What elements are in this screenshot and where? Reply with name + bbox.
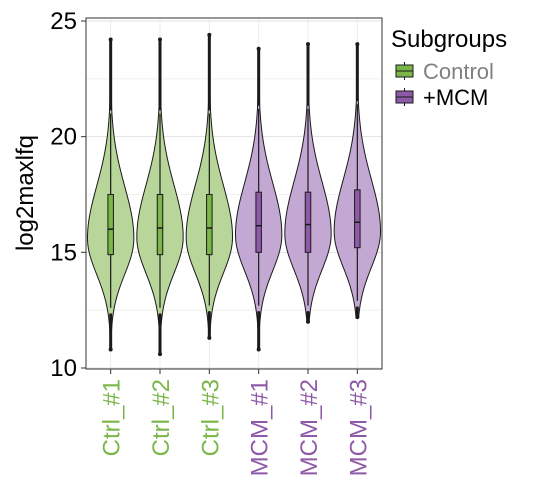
y-tick-label: 10 <box>50 355 77 382</box>
y-tick-label: 20 <box>50 124 77 151</box>
y-axis-label: log2maxlfq <box>12 135 39 251</box>
y-tick-label: 25 <box>50 8 77 35</box>
outlier-point-max <box>256 46 261 51</box>
outlier-point-max <box>306 42 310 47</box>
box-Ctrl_#2 <box>156 194 164 256</box>
legend: Subgroups Control+MCM <box>391 26 507 110</box>
plot-border <box>85 17 383 370</box>
plot-panel <box>85 17 383 370</box>
outlier-point-max <box>355 42 360 47</box>
x-tick-label: Ctrl_#1 <box>99 379 126 456</box>
legend-label-control: Control <box>423 59 494 84</box>
box-Ctrl_#3 <box>206 194 213 256</box>
x-axis: Ctrl_#1 Ctrl_#2 Ctrl_#3 MCM_#1 MCM_#2 MCM_#3 <box>99 369 372 476</box>
x-tick-label: Ctrl_#3 <box>197 379 224 456</box>
box-MCM_#1 <box>255 191 262 253</box>
box-MCM_#3 <box>354 189 361 249</box>
box-MCM_#2 <box>304 191 312 253</box>
x-tick-label: MCM_#3 <box>345 379 372 476</box>
x-tick-label: MCM_#1 <box>247 379 274 476</box>
x-tick-label: MCM_#2 <box>296 379 323 476</box>
y-axis: 10 15 20 25 <box>50 8 86 382</box>
legend-label-mcm: +MCM <box>423 85 488 110</box>
box-Ctrl_#1 <box>107 194 114 256</box>
violins <box>86 32 382 357</box>
x-tick-label: Ctrl_#2 <box>148 379 175 456</box>
outlier-point-max <box>158 37 162 42</box>
y-tick-label: 15 <box>50 239 77 266</box>
outlier-point-max <box>207 32 212 37</box>
plot-background <box>86 18 382 369</box>
legend-title: Subgroups <box>391 26 507 53</box>
outlier-point-max <box>108 37 113 42</box>
